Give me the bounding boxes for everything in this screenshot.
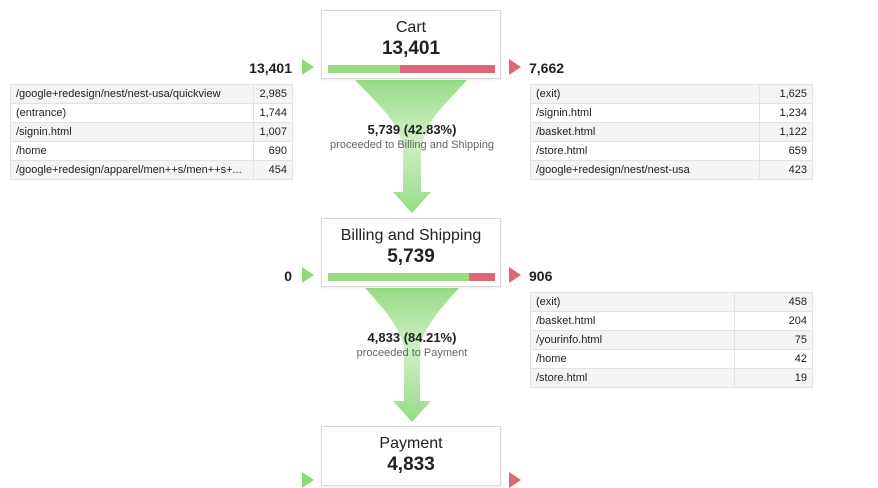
count-cell: 2,985 — [252, 84, 293, 104]
table-row: /home 690 — [10, 141, 293, 161]
page-path-cell: (exit) — [530, 84, 760, 104]
step-count: 13,401 — [381, 38, 441, 59]
table-row: /signin.html 1,007 — [10, 122, 293, 142]
proceed-bar-fill — [328, 65, 400, 73]
count-cell: 1,234 — [758, 103, 814, 123]
conversion-label: 4,833 (84.21%) proceeded to Payment — [312, 330, 512, 360]
page-path-cell: /basket.html — [529, 311, 736, 331]
table-row: /store.html 659 — [530, 141, 814, 161]
count-cell: 458 — [734, 292, 813, 312]
proceed-bar-fill — [328, 273, 469, 281]
count-cell: 1,122 — [758, 122, 814, 142]
entry-arrow-icon — [302, 472, 314, 488]
page-path-cell: /home — [529, 349, 736, 369]
step-title: Cart — [395, 19, 427, 36]
table-row: /google+redesign/nest/nest-usa 423 — [530, 160, 814, 180]
table-row: /basket.html 204 — [529, 311, 813, 331]
page-path-cell: /store.html — [529, 368, 736, 388]
step-card-payment[interactable]: Payment 4,833 — [321, 426, 501, 486]
page-path-cell: /home — [10, 141, 254, 161]
page-path-cell: /yourinfo.html — [529, 330, 736, 350]
page-path-cell: /basket.html — [530, 122, 760, 142]
page-path-cell: (exit) — [529, 292, 736, 312]
step-title: Payment — [379, 435, 443, 452]
table-row: (exit) 458 — [529, 292, 813, 312]
page-path-cell: /google+redesign/nest/nest-usa — [530, 160, 760, 180]
page-path-cell: /signin.html — [530, 103, 760, 123]
table-row: (entrance) 1,744 — [10, 103, 293, 123]
table-row: /basket.html 1,122 — [530, 122, 814, 142]
count-cell: 1,744 — [252, 103, 293, 123]
page-path-cell: /store.html — [530, 141, 760, 161]
count-cell: 1,625 — [758, 84, 814, 104]
entries-count: 0 — [284, 268, 292, 284]
funnel-shape-billing — [365, 288, 459, 422]
page-path-cell: /google+redesign/nest/nest-usa/quickview — [10, 84, 254, 104]
table-row: /yourinfo.html 75 — [529, 330, 813, 350]
exit-arrow-icon — [509, 59, 521, 75]
conversion-description: proceeded to Billing and Shipping — [330, 139, 494, 151]
table-row: /google+redesign/nest/nest-usa/quickview… — [10, 84, 293, 104]
exits-count: 906 — [529, 268, 553, 284]
count-cell: 75 — [734, 330, 813, 350]
exit-targets-table: (exit) 458/basket.html 204/yourinfo.html 75… — [529, 292, 813, 388]
count-cell: 19 — [734, 368, 813, 388]
exit-targets-table: (exit) 1,625/signin.html 1,234/basket.html… — [530, 84, 814, 180]
entry-arrow-icon — [302, 59, 314, 75]
count-cell: 690 — [252, 141, 293, 161]
exit-arrow-icon — [509, 472, 521, 488]
step-title: Billing and Shipping — [340, 227, 482, 244]
entry-arrow-icon — [302, 267, 314, 283]
table-row: (exit) 1,625 — [530, 84, 814, 104]
entries-count: 13,401 — [249, 60, 292, 76]
count-cell: 454 — [252, 160, 293, 180]
page-path-cell: /google+redesign/apparel/men++s/men++s+.… — [10, 160, 254, 180]
table-row: /signin.html 1,234 — [530, 103, 814, 123]
step-card-billing-and-shipping[interactable]: Billing and Shipping 5,739 — [321, 218, 501, 287]
conversion-description: proceeded to Payment — [356, 347, 468, 359]
table-row: /store.html 19 — [529, 368, 813, 388]
page-path-cell: /signin.html — [10, 122, 254, 142]
step-card-cart[interactable]: Cart 13,401 — [321, 10, 501, 79]
conversion-rate: 5,739 (42.83%) — [367, 122, 457, 137]
step-progress-bar — [328, 65, 495, 73]
count-cell: 42 — [734, 349, 813, 369]
count-cell: 1,007 — [252, 122, 293, 142]
conversion-rate: 4,833 (84.21%) — [367, 330, 457, 345]
table-row: /home 42 — [529, 349, 813, 369]
page-path-cell: (entrance) — [10, 103, 254, 123]
table-row: /google+redesign/apparel/men++s/men++s+.… — [10, 160, 293, 180]
count-cell: 423 — [758, 160, 814, 180]
entry-sources-table: /google+redesign/nest/nest-usa/quickview… — [10, 84, 293, 180]
funnel-shape-cart — [355, 80, 467, 213]
conversion-label: 5,739 (42.83%) proceeded to Billing and … — [312, 122, 512, 152]
exit-arrow-icon — [509, 267, 521, 283]
step-count: 4,833 — [387, 454, 435, 475]
count-cell: 659 — [758, 141, 814, 161]
exits-count: 7,662 — [529, 60, 565, 76]
step-count: 5,739 — [387, 246, 435, 267]
step-progress-bar — [328, 273, 495, 281]
funnel-graphic — [355, 80, 467, 422]
count-cell: 204 — [734, 311, 813, 331]
